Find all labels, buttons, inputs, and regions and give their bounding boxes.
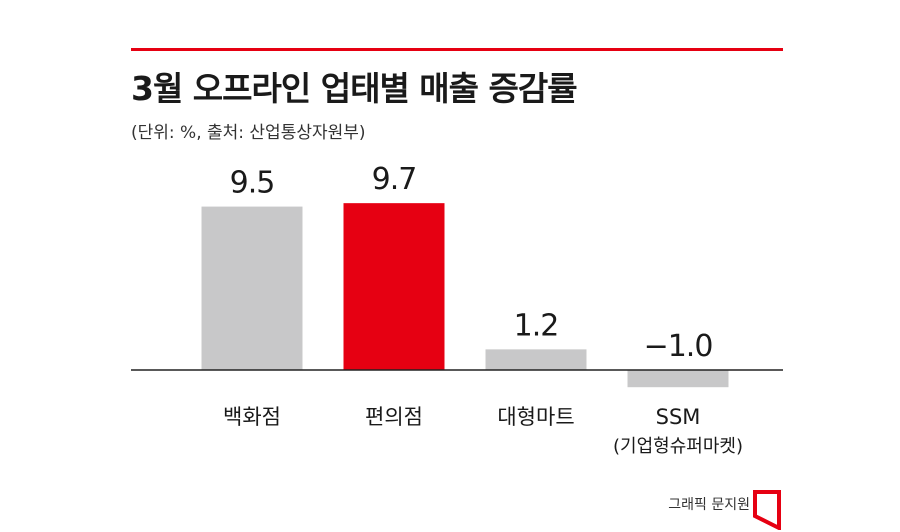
top-accent-rule <box>131 48 783 51</box>
category-sublabel-3: (기업형슈퍼마켓) <box>613 436 743 457</box>
value-label-2: 1.2 <box>514 308 559 343</box>
bar-2 <box>485 349 587 370</box>
bar-3 <box>627 370 729 388</box>
bar-0 <box>201 206 303 370</box>
publisher-logo-icon <box>753 490 781 530</box>
category-label-3: SSM <box>656 405 701 429</box>
value-label-1: 9.7 <box>372 162 417 197</box>
graphic-credit: 그래픽 문지원 <box>668 497 750 513</box>
category-label-0: 백화점 <box>223 405 281 429</box>
category-label-1: 편의점 <box>365 405 423 429</box>
value-label-3: −1.0 <box>644 329 713 364</box>
chart-subtitle: (단위: %, 출처: 산업통상자원부) <box>131 123 366 143</box>
value-label-0: 9.5 <box>230 166 275 201</box>
chart-title: 3월 오프라인 업태별 매출 증감률 <box>131 69 578 108</box>
bar-1 <box>343 203 445 370</box>
category-label-2: 대형마트 <box>497 405 574 429</box>
